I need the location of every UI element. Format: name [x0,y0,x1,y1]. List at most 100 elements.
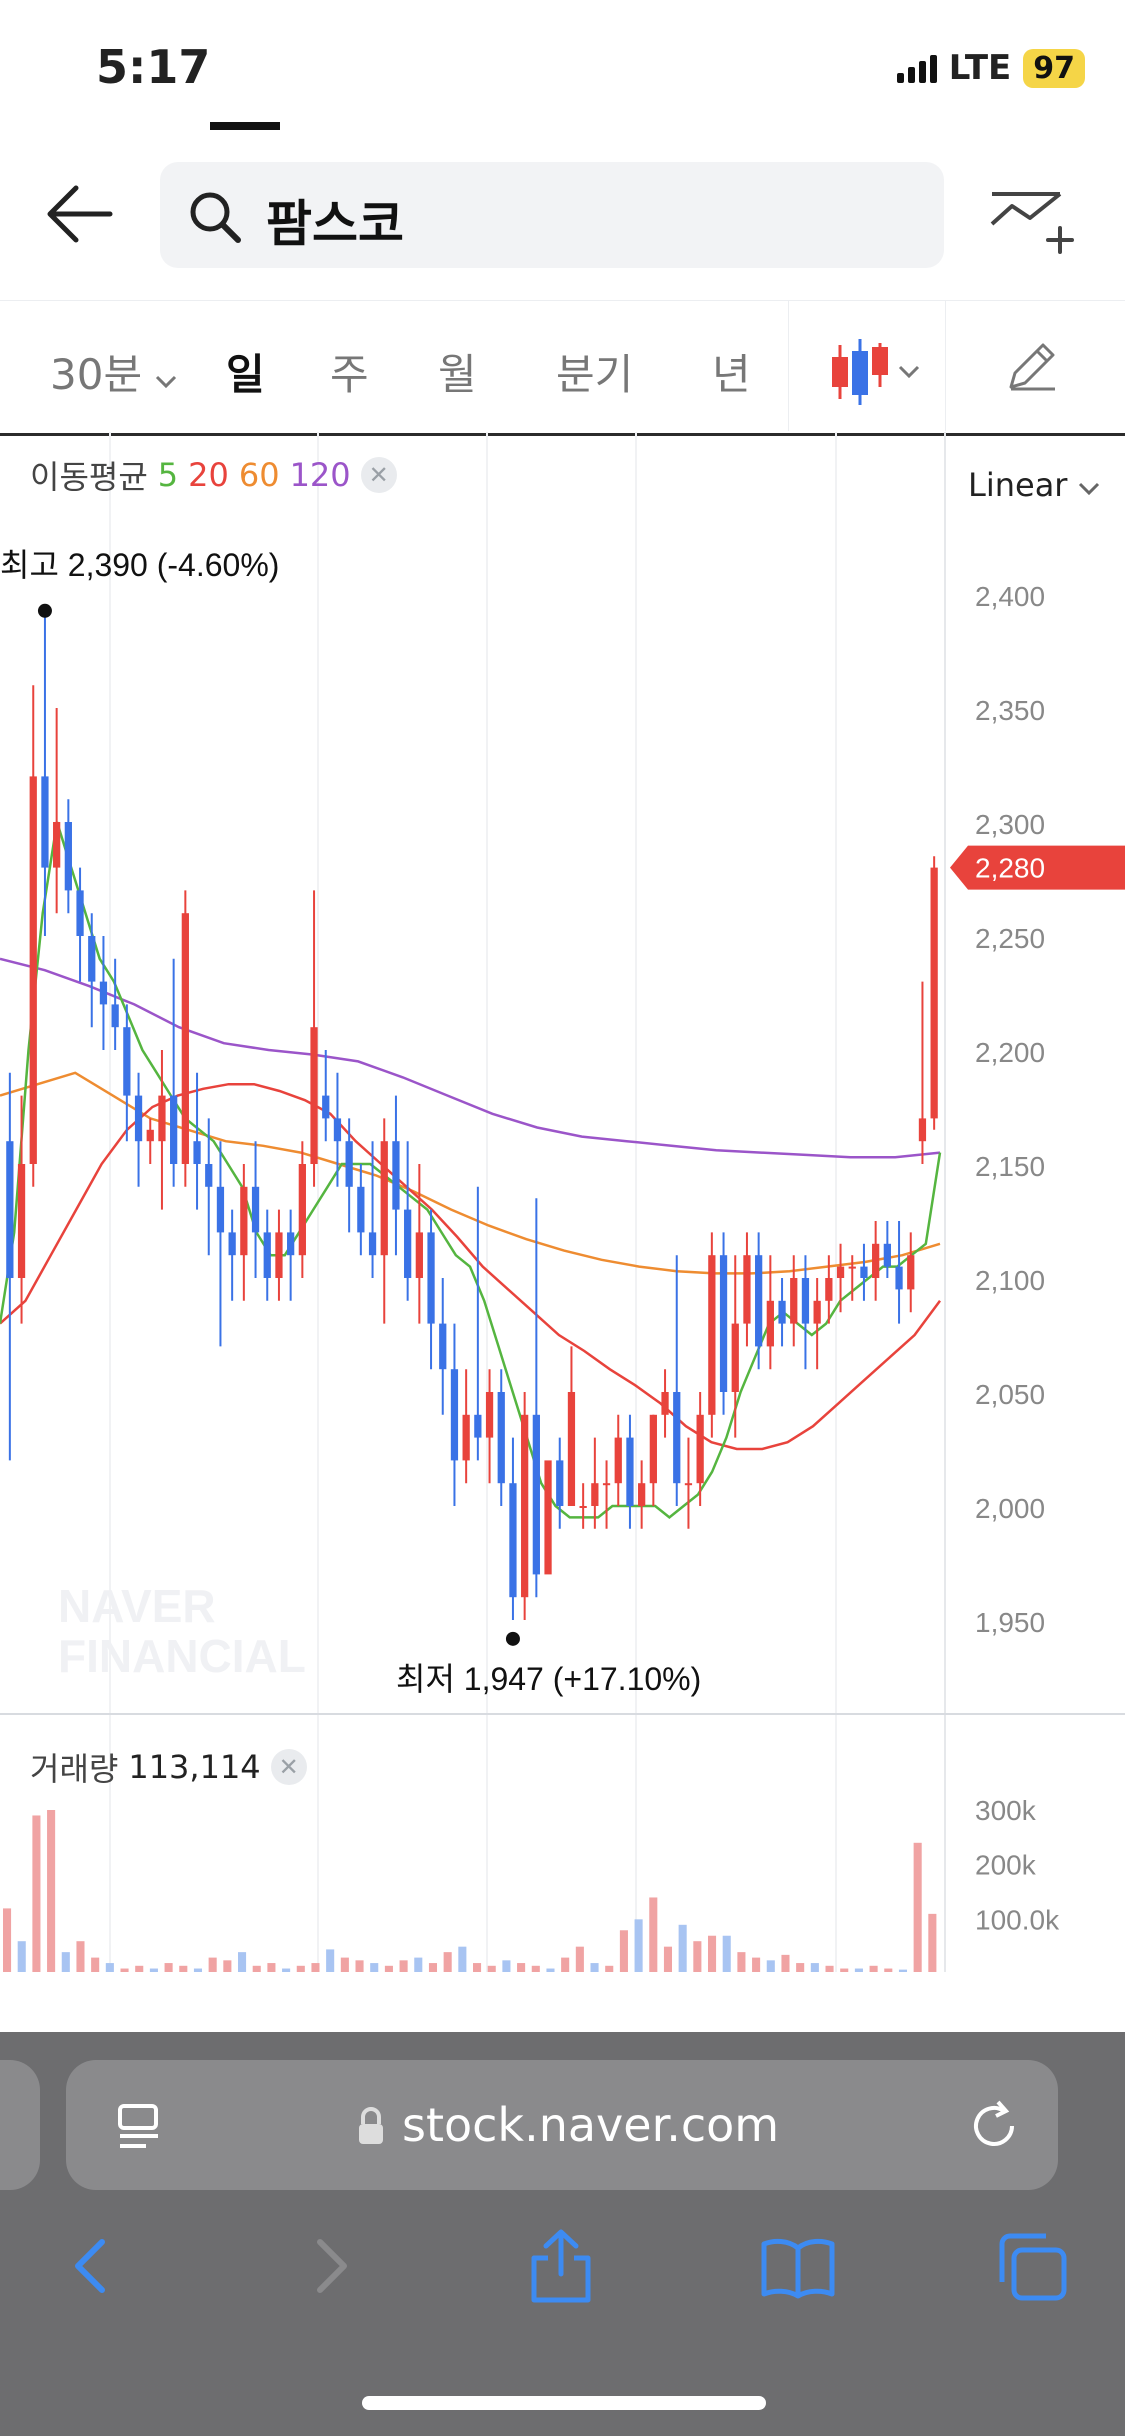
candle-body [310,1027,318,1164]
reload-icon[interactable] [966,2098,1022,2154]
volume-bar [840,1968,849,1972]
volume-value: 113,114 [128,1748,261,1786]
ma60-line [0,1071,941,1275]
volume-bar [311,1963,320,1972]
volume-bar [76,1941,85,1972]
search-input[interactable]: 팜스코 [160,162,944,268]
candle-body [521,1414,529,1598]
watermark-logo: NAVER FINANCIAL [58,1580,306,1682]
volume-bar [296,1965,305,1972]
ma60-label: 60 [238,456,280,494]
lock-icon [359,2107,383,2144]
candle-body [146,1129,154,1142]
compare-button[interactable] [990,180,1080,256]
volume-bar [326,1949,335,1972]
candle-body [181,913,189,1164]
candle-body [567,1392,576,1506]
candle-body [591,1483,599,1506]
scale-dropdown[interactable]: Linear [968,466,1100,504]
candle-body [474,1414,482,1438]
ma20-label: 20 [188,456,229,494]
price-axis: 2,400 2,350 2,300 2,250 2,200 2,150 2,100 2,050… [975,581,1045,1638]
candle-body [497,1392,505,1484]
back-button[interactable] [40,180,120,250]
chevron-down-icon [1078,482,1099,496]
candle-body [427,1232,435,1324]
candle-body [263,1232,271,1278]
volume-bar [913,1842,922,1972]
candle-body [228,1232,236,1256]
candle-body [64,822,72,891]
volume-label: 거래량 [30,1750,119,1788]
close-icon[interactable]: ✕ [270,1749,307,1785]
volume-bar [32,1815,41,1972]
signal-icon [896,53,937,83]
candle-body [918,1118,927,1142]
current-price-label: 2,280 [975,853,1045,884]
price-tick-label: 1,950 [975,1607,1045,1638]
candle-body [357,1186,365,1233]
volume-bar [605,1965,614,1972]
tab-30min[interactable]: 30분 [50,341,177,402]
candle-body [205,1164,213,1187]
tab-year[interactable]: 년 [712,350,751,399]
reader-icon[interactable] [116,2102,166,2152]
back-nav-icon[interactable] [62,2236,122,2296]
volume-axis: 300k 200k 100.0k [975,1795,1060,1935]
tab-week[interactable]: 주 [330,350,369,399]
battery-level: 97 [1023,48,1085,88]
volume-bar [634,1919,643,1972]
volume-bar [854,1968,863,1972]
search-icon [190,192,241,243]
price-chart[interactable]: NAVER FINANCIAL 2,400 2,350 2,300 2,250 2,20… [0,432,1125,1972]
candle-body [673,1392,681,1484]
volume-bar [708,1935,717,1972]
close-icon[interactable]: ✕ [360,457,397,493]
volume-bar [193,1968,203,1972]
draw-button[interactable] [1005,339,1059,403]
candle-body [556,1460,564,1506]
forward-nav-icon[interactable] [300,2236,360,2296]
volume-bar [120,1968,129,1972]
candle-body [801,1278,810,1324]
candle-body [813,1300,821,1324]
volume-bar [91,1957,100,1972]
tab-month[interactable]: 월 [438,350,477,399]
chart-type-button[interactable] [828,337,928,417]
bookmarks-icon[interactable] [760,2236,836,2300]
previous-tab-edge[interactable] [0,2060,40,2190]
candle-body [240,1186,248,1256]
volume-bar [252,1965,261,1972]
candlesticks [6,616,938,1620]
candle-body [872,1243,880,1278]
tabs-icon[interactable] [996,2232,1068,2302]
pencil-icon [1009,343,1055,391]
price-tick-label: 2,050 [975,1379,1045,1410]
volume-bar [149,1968,158,1972]
volume-bar [282,1968,291,1972]
volume-tick-label: 100.0k [975,1904,1060,1935]
candle-body [532,1414,540,1575]
volume-bar [722,1935,731,1972]
tab-day[interactable]: 일 [226,350,265,399]
volume-bar [649,1897,658,1972]
candle-body [287,1232,295,1256]
ma-legend-label: 이동평균 [30,458,148,496]
volume-bar [663,1946,673,1972]
candle-body [462,1414,470,1461]
candle-body [53,822,61,868]
address-bar[interactable]: stock.naver.com [66,2060,1058,2190]
share-icon[interactable] [528,2228,594,2304]
candle-body [134,1095,143,1142]
candle-body [626,1437,634,1506]
volume-bar [370,1963,379,1972]
low-annotation: 최저 1,947 (+17.10%) [396,1661,701,1697]
volume-bar [208,1957,217,1972]
tab-quarter[interactable]: 분기 [556,350,634,399]
volume-bar [384,1965,393,1972]
volume-bar [47,1810,56,1972]
volume-bar [238,1952,247,1972]
volume-bar [267,1963,276,1972]
price-tick-label: 2,200 [975,1037,1045,1068]
high-marker [37,603,52,618]
